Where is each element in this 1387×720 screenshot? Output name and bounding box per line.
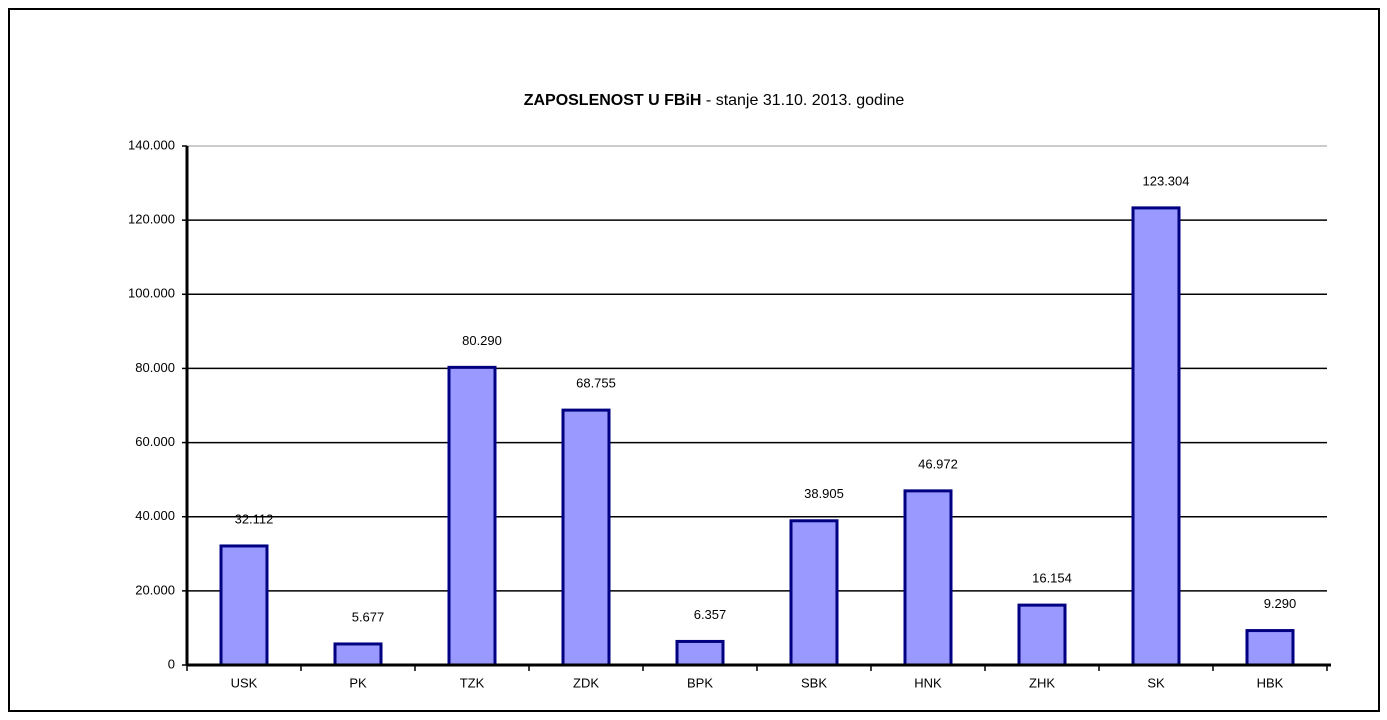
y-tick-label: 140.000 [128, 137, 175, 152]
x-tick-label: PK [349, 675, 367, 690]
x-tick-label: USK [231, 675, 258, 690]
bar [1131, 206, 1181, 667]
y-tick-label: 120.000 [128, 212, 175, 227]
bar [219, 544, 269, 667]
data-label: 46.972 [918, 456, 958, 471]
data-label: 9.290 [1264, 596, 1297, 611]
data-label: 32.112 [235, 511, 274, 526]
x-tick-label: SK [1147, 675, 1165, 690]
x-tick-label: TZK [460, 675, 485, 690]
bar [1017, 603, 1067, 667]
data-label: 80.290 [462, 333, 502, 348]
title-sub: - stanje 31.10. 2013. godine [701, 92, 904, 109]
y-tick-label: 40.000 [135, 508, 175, 523]
bar [561, 408, 611, 667]
data-label: 16.154 [1032, 571, 1072, 586]
data-label: 123.304 [1143, 173, 1190, 188]
x-tick-label: ZHK [1029, 675, 1055, 690]
data-label: 5.677 [352, 609, 385, 624]
y-tick-label: 0 [168, 656, 175, 671]
bar [789, 519, 839, 667]
x-tick-label: ZDK [573, 675, 599, 690]
y-tick-label: 80.000 [135, 360, 175, 375]
x-tick-label: BPK [687, 675, 713, 690]
y-tick-label: 100.000 [128, 286, 175, 301]
bar [903, 489, 953, 667]
bar [447, 365, 497, 667]
data-label: 6.357 [694, 607, 727, 622]
y-tick-label: 20.000 [135, 582, 175, 597]
x-tick-label: HBK [1257, 675, 1284, 690]
x-tick-label: HNK [914, 675, 942, 690]
data-label: 68.755 [576, 376, 616, 391]
bar [1245, 629, 1295, 667]
data-label: 38.905 [804, 486, 844, 501]
y-tick-label: 60.000 [135, 434, 175, 449]
bar [333, 642, 383, 667]
x-tick-label: SBK [801, 675, 827, 690]
chart-title: ZAPOSLENOST U FBiH - stanje 31.10. 2013.… [524, 92, 905, 109]
bar [675, 639, 725, 667]
title-main: ZAPOSLENOST U FBiH [524, 92, 702, 109]
